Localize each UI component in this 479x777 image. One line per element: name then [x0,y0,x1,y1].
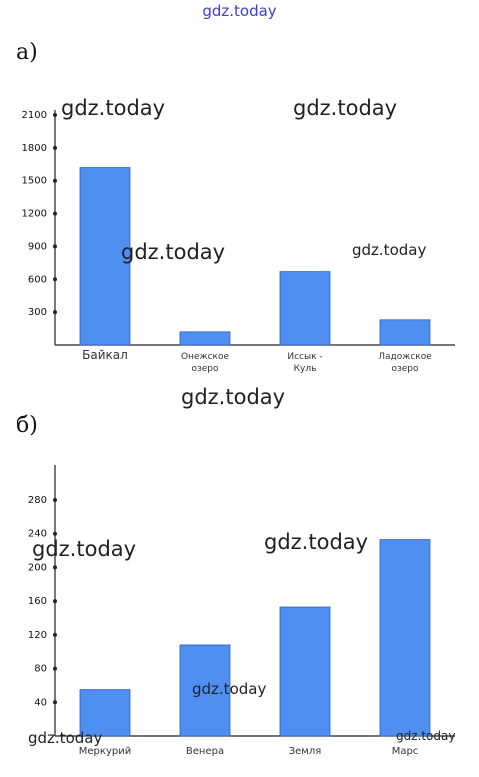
part-label-a: а) [16,40,38,65]
y-tick-label: 80 [34,664,47,675]
y-tick-label: 280 [28,495,47,506]
y-tick-mark [53,178,57,183]
bar [179,331,231,346]
x-category-label: Ладожское озеро [378,352,432,374]
y-tick-label: 1800 [22,143,47,154]
watermark-5: gdz.today [181,385,286,409]
watermark-8: gdz.today [192,680,267,698]
watermark-10: gdz.today [396,729,456,743]
planet-bar-chart: 40 80 120 160 200 240 280 Меркурий Венера Земля Ма… [28,465,455,757]
bar [179,644,231,737]
y-tick-mark [53,244,57,249]
x-category-label: Иссык -Куль [287,352,322,374]
y-tick-label: 240 [28,529,47,540]
bar [79,167,131,346]
bar [279,606,331,737]
y-tick-label: 2100 [22,110,47,121]
watermark-3: gdz.today [121,240,226,264]
y-tick-label: 200 [28,562,47,573]
y-tick-mark [53,498,57,502]
watermark-2: gdz.today [293,96,398,120]
x-category-label: Онежское озеро [181,352,230,374]
y-tick-label: 300 [28,307,47,318]
y-tick-mark [53,310,57,315]
y-tick-mark [53,565,57,570]
y-tick-label: 160 [28,596,47,607]
y-tick-mark [53,700,57,705]
y-tick-label: 600 [28,274,47,285]
y-tick-label: 120 [28,630,47,641]
y-tick-label: 900 [28,241,47,252]
y-tick-mark [53,531,57,536]
bar [79,689,131,737]
y-tick-mark [53,277,57,282]
watermark-1: gdz.today [61,96,166,120]
y-tick-mark [53,666,57,671]
y-tick-mark [53,211,57,216]
y-tick-mark [53,599,57,604]
y-tick-label: 1500 [22,176,47,187]
x-category-label: Меркурий [79,746,131,757]
watermark-9: gdz.today [28,729,103,747]
bar [379,539,431,737]
y-tick-label: 1200 [22,209,47,220]
bar [379,319,431,346]
lake-depth-bar-chart: 300 600 900 1200 1500 1800 2100 Байкал Онежское о… [22,110,455,374]
y-tick-mark [53,145,57,150]
watermark-4: gdz.today [352,241,427,259]
x-category-label: Байкал [82,348,128,362]
x-category-label: Земля [289,746,322,757]
watermark-7: gdz.today [264,530,369,554]
part-label-b: б) [16,413,38,438]
y-tick-mark [53,632,57,637]
y-tick-label: 40 [34,697,47,708]
bar [279,271,331,346]
x-category-label: Венера [186,746,224,757]
y-tick-mark [53,113,57,117]
x-category-label: Марс [392,746,419,757]
watermark-6: gdz.today [32,537,137,561]
top-watermark: gdz.today [202,2,277,20]
